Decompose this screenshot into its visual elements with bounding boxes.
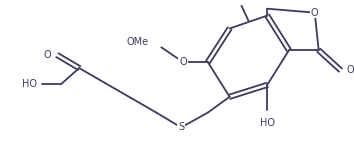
Text: O: O [311, 8, 319, 18]
Text: HO: HO [260, 118, 275, 128]
Text: O: O [179, 57, 187, 67]
Text: O: O [44, 50, 51, 60]
Text: OMe: OMe [126, 37, 148, 47]
Text: S: S [178, 122, 184, 132]
Text: O: O [346, 65, 354, 75]
Text: HO: HO [22, 79, 36, 89]
